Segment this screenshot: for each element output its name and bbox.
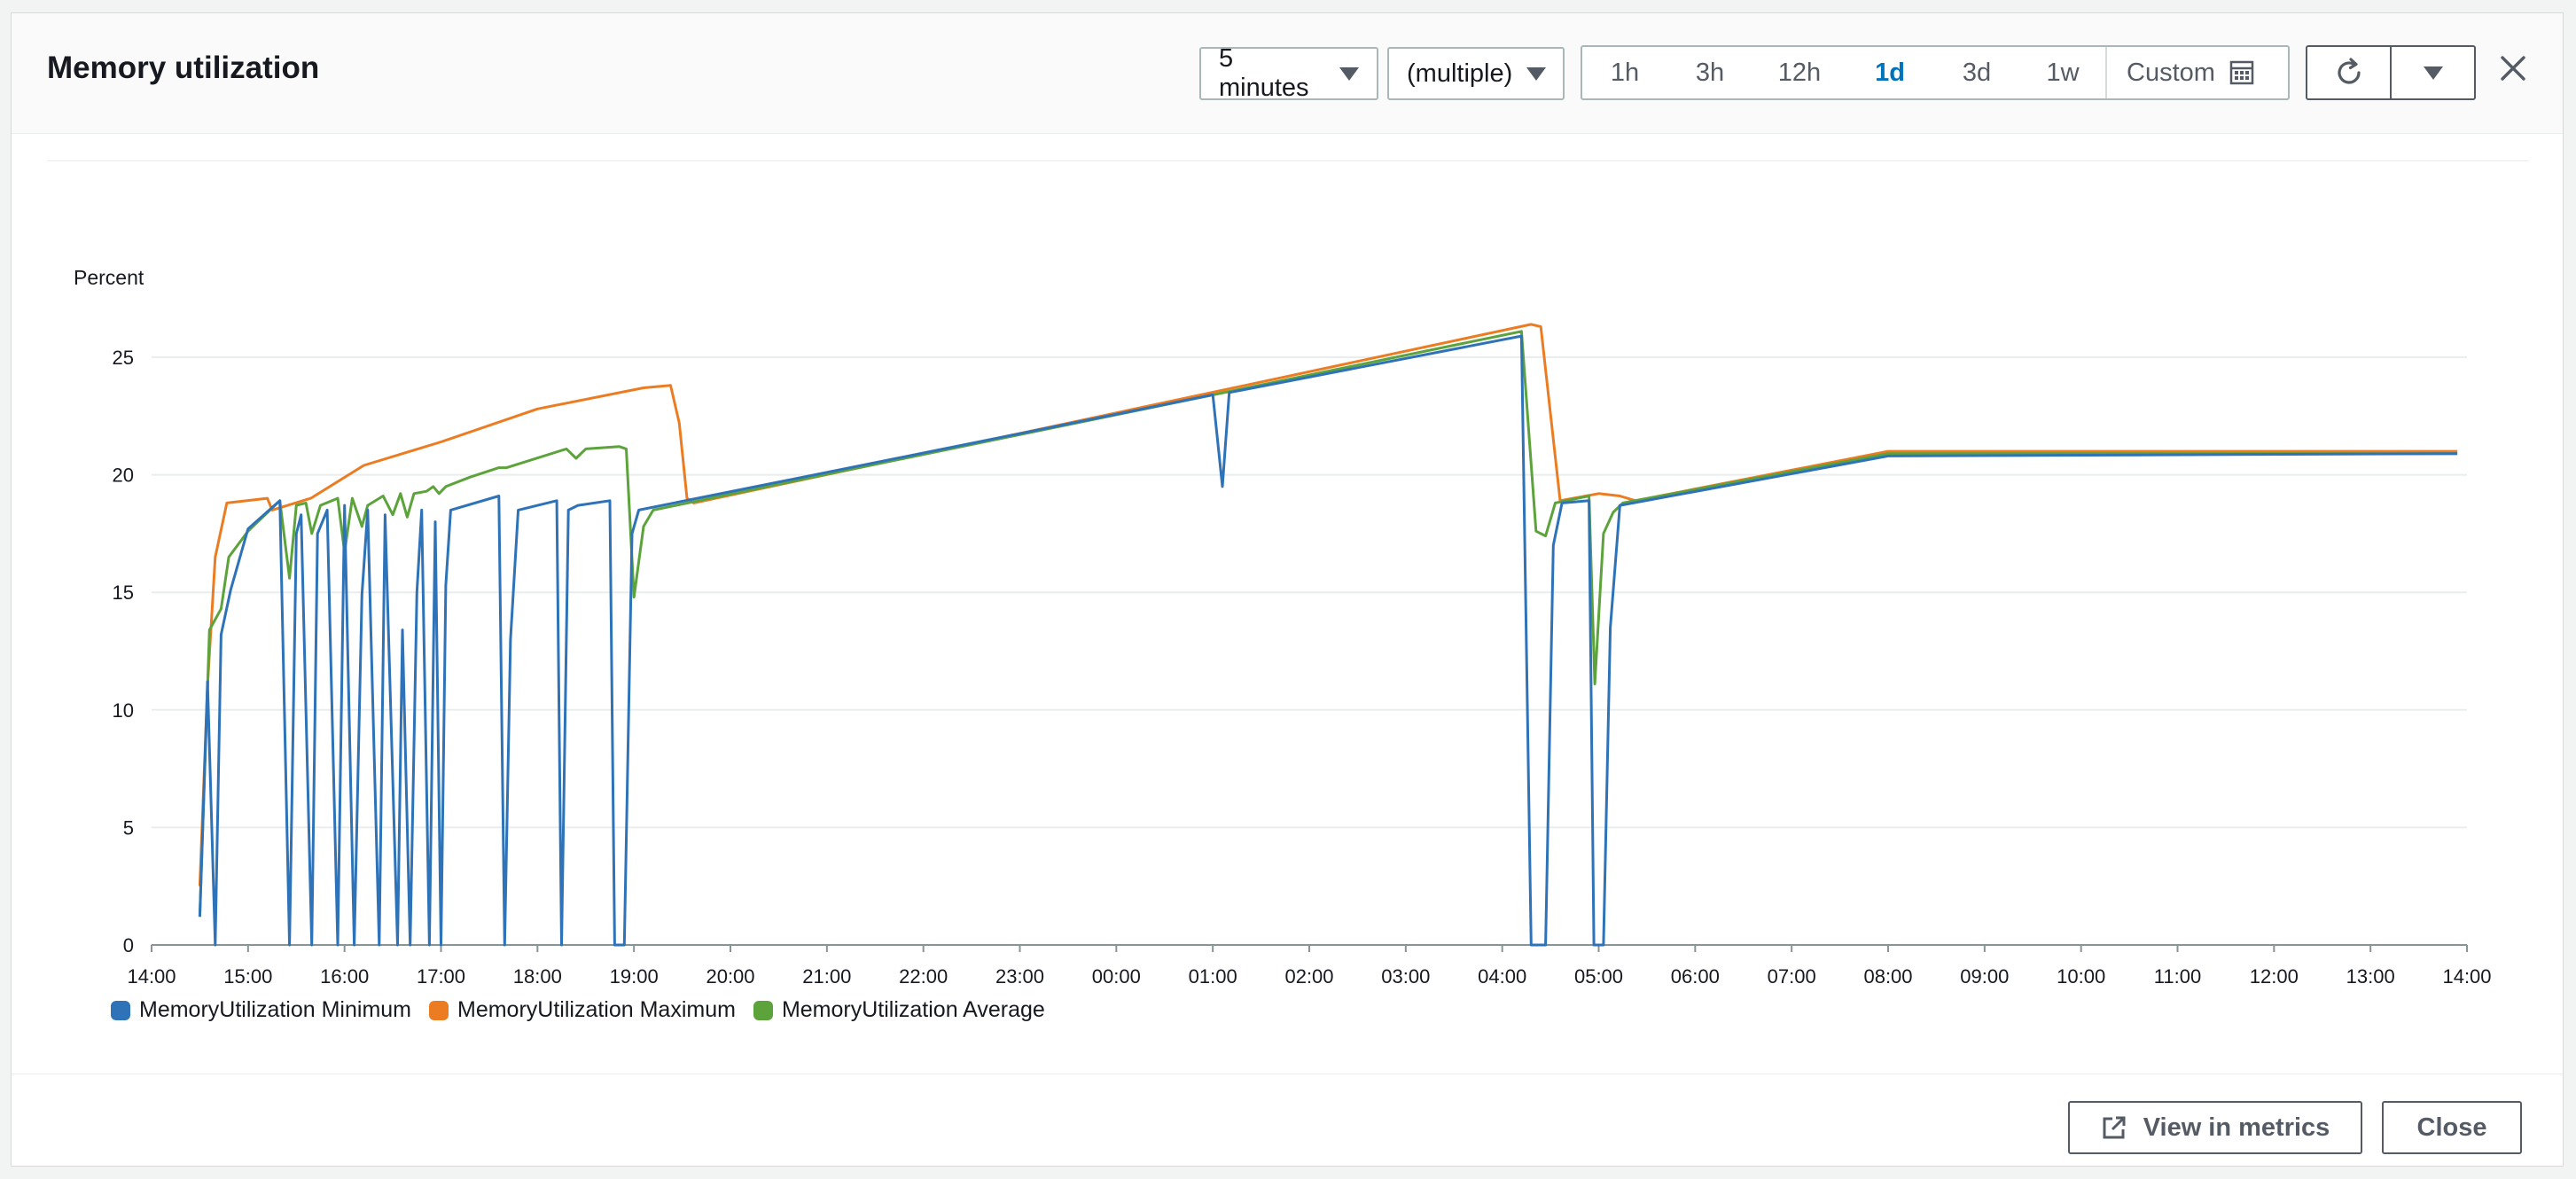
range-1w[interactable]: 1w — [2046, 58, 2080, 87]
close-icon — [2501, 56, 2525, 81]
average-series-line — [198, 330, 2458, 917]
y-tick-label: 25 — [113, 347, 134, 369]
refresh-button-group — [2306, 45, 2476, 100]
statistic-dropdown[interactable]: (multiple) — [1387, 47, 1565, 100]
x-tick-label: 17:00 — [417, 965, 465, 988]
close-modal-button[interactable] — [2494, 49, 2533, 88]
modal-title: Memory utilization — [47, 51, 320, 85]
close-label: Close — [2416, 1113, 2487, 1142]
external-link-icon — [2103, 1116, 2126, 1139]
time-range-selector: 1h 3h 12h 1d 3d 1w Custom — [1581, 45, 2290, 100]
period-dropdown[interactable]: 5 minutes — [1199, 44, 1378, 102]
legend-label: MemoryUtilization Minimum — [139, 997, 411, 1022]
x-tick-label: 13:00 — [2346, 965, 2395, 988]
x-tick-label: 19:00 — [610, 965, 659, 988]
legend-swatch — [753, 1000, 773, 1020]
close-button[interactable]: Close — [2382, 1101, 2522, 1154]
range-3h[interactable]: 3h — [1695, 58, 1725, 87]
x-tick-label: 16:00 — [320, 965, 369, 988]
memory-utilization-modal: Memory utilization 5 minutes (multiple) … — [11, 12, 2564, 1167]
range-3d[interactable]: 3d — [1962, 58, 1992, 87]
view-in-metrics-label: View in metrics — [2143, 1113, 2330, 1142]
x-tick-label: 23:00 — [995, 965, 1044, 988]
legend-swatch — [111, 1000, 130, 1020]
legend-label: MemoryUtilization Average — [781, 997, 1045, 1022]
y-tick-label: 0 — [123, 934, 134, 956]
maximum-series-line — [198, 323, 2458, 886]
y-tick-label: 20 — [113, 465, 134, 487]
caret-down-icon — [1526, 66, 1547, 81]
legend-item-average[interactable]: MemoryUtilization Average — [753, 997, 1045, 1023]
modal-header: Memory utilization 5 minutes (multiple) … — [12, 13, 2563, 134]
x-tick-label: 04:00 — [1478, 965, 1526, 988]
statistic-value: (multiple) — [1407, 59, 1513, 88]
view-in-metrics-button[interactable]: View in metrics — [2068, 1101, 2362, 1154]
range-custom[interactable]: Custom — [2105, 47, 2274, 98]
refresh-button[interactable] — [2307, 47, 2390, 98]
legend-item-minimum[interactable]: MemoryUtilization Minimum — [111, 997, 411, 1023]
x-tick-label: 03:00 — [1381, 965, 1430, 988]
x-tick-label: 21:00 — [802, 965, 851, 988]
x-tick-label: 14:00 — [2442, 965, 2491, 988]
caret-down-icon — [2423, 66, 2443, 80]
y-tick-label: 15 — [113, 582, 134, 604]
custom-label: Custom — [2127, 58, 2215, 87]
x-axis-ticks: 14:00 15:00 16:00 17:00 18:00 19:00 20:00 21:00… — [127, 945, 2492, 988]
caret-down-icon — [1339, 66, 1359, 81]
x-tick-label: 01:00 — [1189, 965, 1237, 988]
x-tick-label: 00:00 — [1092, 965, 1141, 988]
x-tick-label: 05:00 — [1574, 965, 1623, 988]
x-tick-label: 07:00 — [1768, 965, 1816, 988]
period-value: 5 minutes — [1219, 44, 1309, 102]
x-tick-label: 14:00 — [127, 965, 176, 988]
calendar-icon — [2229, 60, 2254, 85]
x-tick-label: 20:00 — [706, 965, 754, 988]
y-axis-label: Percent — [74, 266, 144, 289]
y-axis-ticks: 0 5 10 15 20 25 — [113, 347, 134, 956]
range-1d[interactable]: 1d — [1875, 58, 1905, 87]
range-12h[interactable]: 12h — [1777, 58, 1822, 87]
chart-legend: MemoryUtilization Minimum MemoryUtilizat… — [111, 997, 1045, 1023]
modal-footer: View in metrics Close — [12, 1074, 2563, 1167]
x-tick-label: 22:00 — [899, 965, 948, 988]
x-tick-label: 06:00 — [1671, 965, 1720, 988]
legend-label: MemoryUtilization Maximum — [457, 997, 736, 1022]
legend-swatch — [429, 1000, 449, 1020]
x-tick-label: 10:00 — [2057, 965, 2105, 988]
x-tick-label: 09:00 — [1960, 965, 2009, 988]
refresh-icon — [2337, 58, 2361, 84]
y-tick-label: 5 — [123, 816, 134, 839]
chart-series — [198, 323, 2458, 947]
x-tick-label: 02:00 — [1284, 965, 1333, 988]
minimum-series-line — [198, 334, 2458, 947]
chart-grid — [152, 356, 2467, 946]
legend-item-maximum[interactable]: MemoryUtilization Maximum — [429, 997, 736, 1023]
x-tick-label: 08:00 — [1863, 965, 1912, 988]
x-tick-label: 15:00 — [223, 965, 272, 988]
x-tick-label: 18:00 — [513, 965, 562, 988]
x-tick-label: 12:00 — [2250, 965, 2299, 988]
content-divider — [47, 160, 2529, 161]
range-1h[interactable]: 1h — [1610, 58, 1640, 87]
refresh-options-button[interactable] — [2390, 47, 2474, 98]
x-tick-label: 11:00 — [2154, 965, 2201, 988]
y-tick-label: 10 — [113, 699, 134, 722]
